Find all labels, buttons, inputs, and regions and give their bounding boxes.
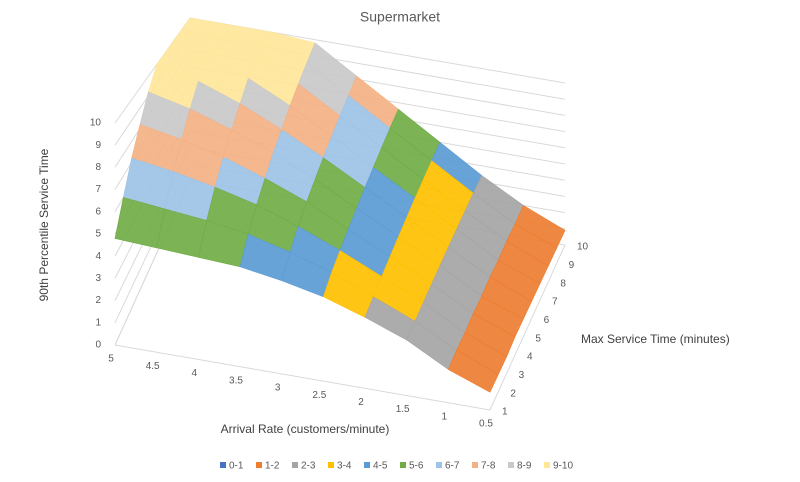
x-tick-label: 4.5 (146, 361, 160, 372)
axis-line (114, 344, 491, 411)
y-tick-label: 7 (552, 297, 558, 308)
x-tick-label: 3.5 (229, 375, 243, 386)
y-tick-label: 2 (510, 388, 516, 399)
z-tick-label: 7 (95, 184, 101, 195)
x-tick-label: 1.5 (396, 404, 410, 415)
legend-label: 8-9 (517, 461, 532, 472)
x-tick-label: 0.5 (479, 419, 493, 430)
y-axis-title: Max Service Time (minutes) (581, 332, 730, 346)
y-tick-label: 9 (569, 260, 575, 271)
x-tick-label: 4 (192, 368, 198, 379)
legend-swatch (220, 462, 226, 468)
x-tick-label: 1 (442, 411, 448, 422)
z-tick-label: 1 (95, 317, 101, 328)
surface-cell (447, 349, 499, 393)
legend-swatch (328, 462, 334, 468)
legend-swatch (472, 462, 478, 468)
legend-swatch (508, 462, 514, 468)
z-tick-label: 3 (95, 273, 101, 284)
x-tick-label: 2 (358, 397, 364, 408)
x-tick-label: 5 (108, 354, 114, 365)
legend-label: 2-3 (301, 461, 316, 472)
x-tick-label: 3 (275, 383, 281, 394)
z-tick-label: 6 (95, 206, 101, 217)
legend-label: 0-1 (229, 461, 244, 472)
legend-swatch (400, 462, 406, 468)
y-tick-label: 8 (560, 278, 566, 289)
y-tick-label: 3 (519, 370, 525, 381)
y-tick-label: 6 (544, 315, 550, 326)
z-tick-label: 4 (95, 251, 101, 262)
axis-line (489, 244, 566, 411)
x-axis-title: Arrival Rate (customers/minute) (221, 422, 390, 436)
y-tick-label: 4 (527, 352, 533, 363)
z-tick-label: 5 (95, 229, 101, 240)
legend-label: 3-4 (337, 461, 352, 472)
legend-swatch (292, 462, 298, 468)
z-tick-label: 8 (95, 162, 101, 173)
z-tick-label: 2 (95, 295, 101, 306)
legend-label: 1-2 (265, 461, 280, 472)
x-tick-label: 2.5 (312, 390, 326, 401)
z-tick-label: 10 (90, 118, 102, 129)
y-tick-label: 10 (577, 242, 589, 253)
legend-label: 7-8 (481, 461, 496, 472)
legend-label: 9-10 (553, 461, 573, 472)
z-axis-title: 90th Percentile Service Time (37, 148, 51, 301)
z-tick-label: 9 (95, 140, 101, 151)
legend-label: 5-6 (409, 461, 424, 472)
z-tick-label: 0 (95, 340, 101, 351)
legend-swatch (436, 462, 442, 468)
y-tick-label: 5 (535, 333, 541, 344)
legend-label: 4-5 (373, 461, 388, 472)
y-tick-label: 1 (502, 407, 508, 418)
legend-swatch (544, 462, 550, 468)
legend-label: 6-7 (445, 461, 460, 472)
chart-title: Supermarket (360, 9, 440, 25)
legend-swatch (256, 462, 262, 468)
legend-swatch (364, 462, 370, 468)
